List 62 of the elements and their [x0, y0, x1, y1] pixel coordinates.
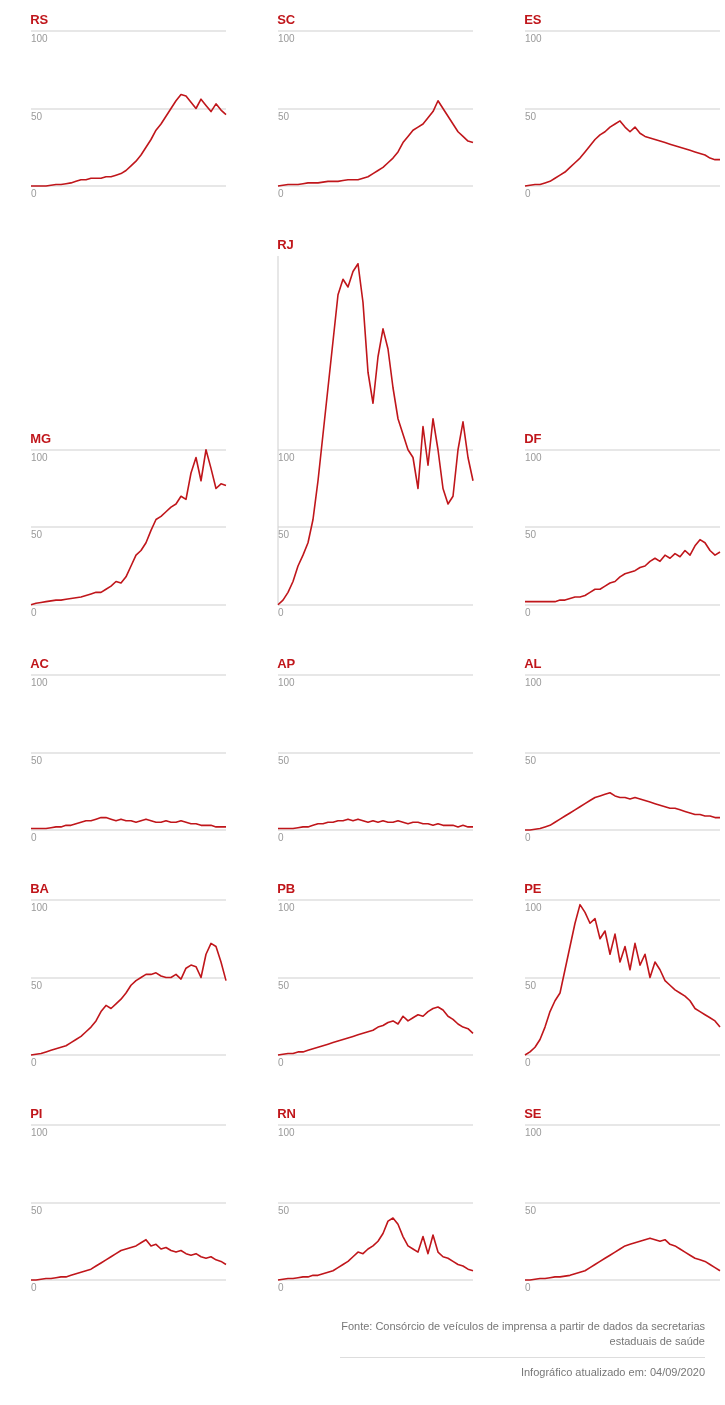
y-tick-label: 0	[31, 1282, 37, 1293]
y-tick-label: 50	[31, 979, 43, 991]
y-tick-label: 100	[278, 1127, 296, 1138]
chart-title: PB	[277, 881, 296, 896]
y-tick-label: 50	[525, 754, 537, 766]
chart-title: SE	[524, 1106, 542, 1121]
y-tick-label: 0	[278, 606, 284, 618]
y-tick-label: 100	[525, 451, 543, 463]
y-tick-label: 50	[525, 1204, 537, 1216]
text: Infográfico atualizado em: 04/09/2020	[519, 1366, 705, 1378]
y-tick-label: 100	[31, 902, 49, 913]
y-tick-label: 0	[525, 1282, 531, 1293]
y-tick-label: 100	[525, 1127, 543, 1138]
chart-title: MG	[30, 430, 52, 446]
y-tick-label: 50	[31, 754, 43, 766]
y-tick-label: 0	[31, 188, 37, 199]
y-tick-label: 50	[525, 110, 537, 122]
y-tick-label: 50	[525, 979, 537, 991]
chart-title: AP	[277, 656, 296, 671]
chart-title: RN	[277, 1106, 296, 1121]
y-tick-label: 100	[525, 33, 543, 44]
y-tick-label: 50	[278, 110, 290, 122]
y-tick-label: 0	[31, 606, 37, 618]
y-tick-label: 0	[525, 1057, 531, 1068]
y-tick-label: 0	[525, 606, 531, 618]
y-tick-label: 100	[278, 33, 296, 44]
y-tick-label: 100	[31, 1127, 49, 1138]
chart-title: BA	[30, 881, 50, 896]
chart-title: RJ	[277, 237, 294, 252]
y-tick-label: 50	[278, 754, 290, 766]
chart-title: SC	[277, 12, 296, 27]
source-note: Fonte: Consórcio de veículos de imprensa a partir de dados da secretarias estaduais de saúde	[340, 1319, 705, 1358]
y-tick-label: 50	[278, 1204, 290, 1216]
y-tick-label: 100	[278, 902, 296, 913]
y-tick-label: 50	[278, 529, 290, 541]
chart-title: RS	[30, 12, 49, 27]
y-tick-label: 100	[525, 902, 543, 913]
y-tick-label: 50	[525, 529, 537, 541]
y-tick-label: 100	[278, 677, 296, 688]
chart-title: AL	[524, 656, 542, 671]
chart-title: PI	[30, 1106, 43, 1121]
y-tick-label: 50	[31, 110, 43, 122]
y-tick-label: 0	[278, 1282, 284, 1293]
y-tick-label: 50	[31, 529, 43, 541]
y-tick-label: 0	[278, 832, 284, 843]
chart-title: ES	[524, 12, 542, 27]
y-tick-label: 0	[525, 832, 531, 843]
y-tick-label: 100	[31, 677, 49, 688]
chart-title: AC	[30, 656, 50, 671]
y-tick-label: 100	[525, 677, 543, 688]
y-tick-label: 50	[278, 979, 290, 991]
y-tick-label: 100	[31, 33, 49, 44]
y-tick-label: 0	[278, 1057, 284, 1068]
y-tick-label: 0	[31, 832, 37, 843]
y-tick-label: 100	[31, 451, 49, 463]
y-tick-label: 0	[525, 188, 531, 199]
y-tick-label: 100	[278, 451, 296, 463]
chart-title: PE	[524, 881, 542, 896]
y-tick-label: 0	[31, 1057, 37, 1068]
y-tick-label: 50	[31, 1204, 43, 1216]
y-tick-label: 0	[278, 188, 284, 199]
chart-title: DF	[524, 430, 542, 446]
